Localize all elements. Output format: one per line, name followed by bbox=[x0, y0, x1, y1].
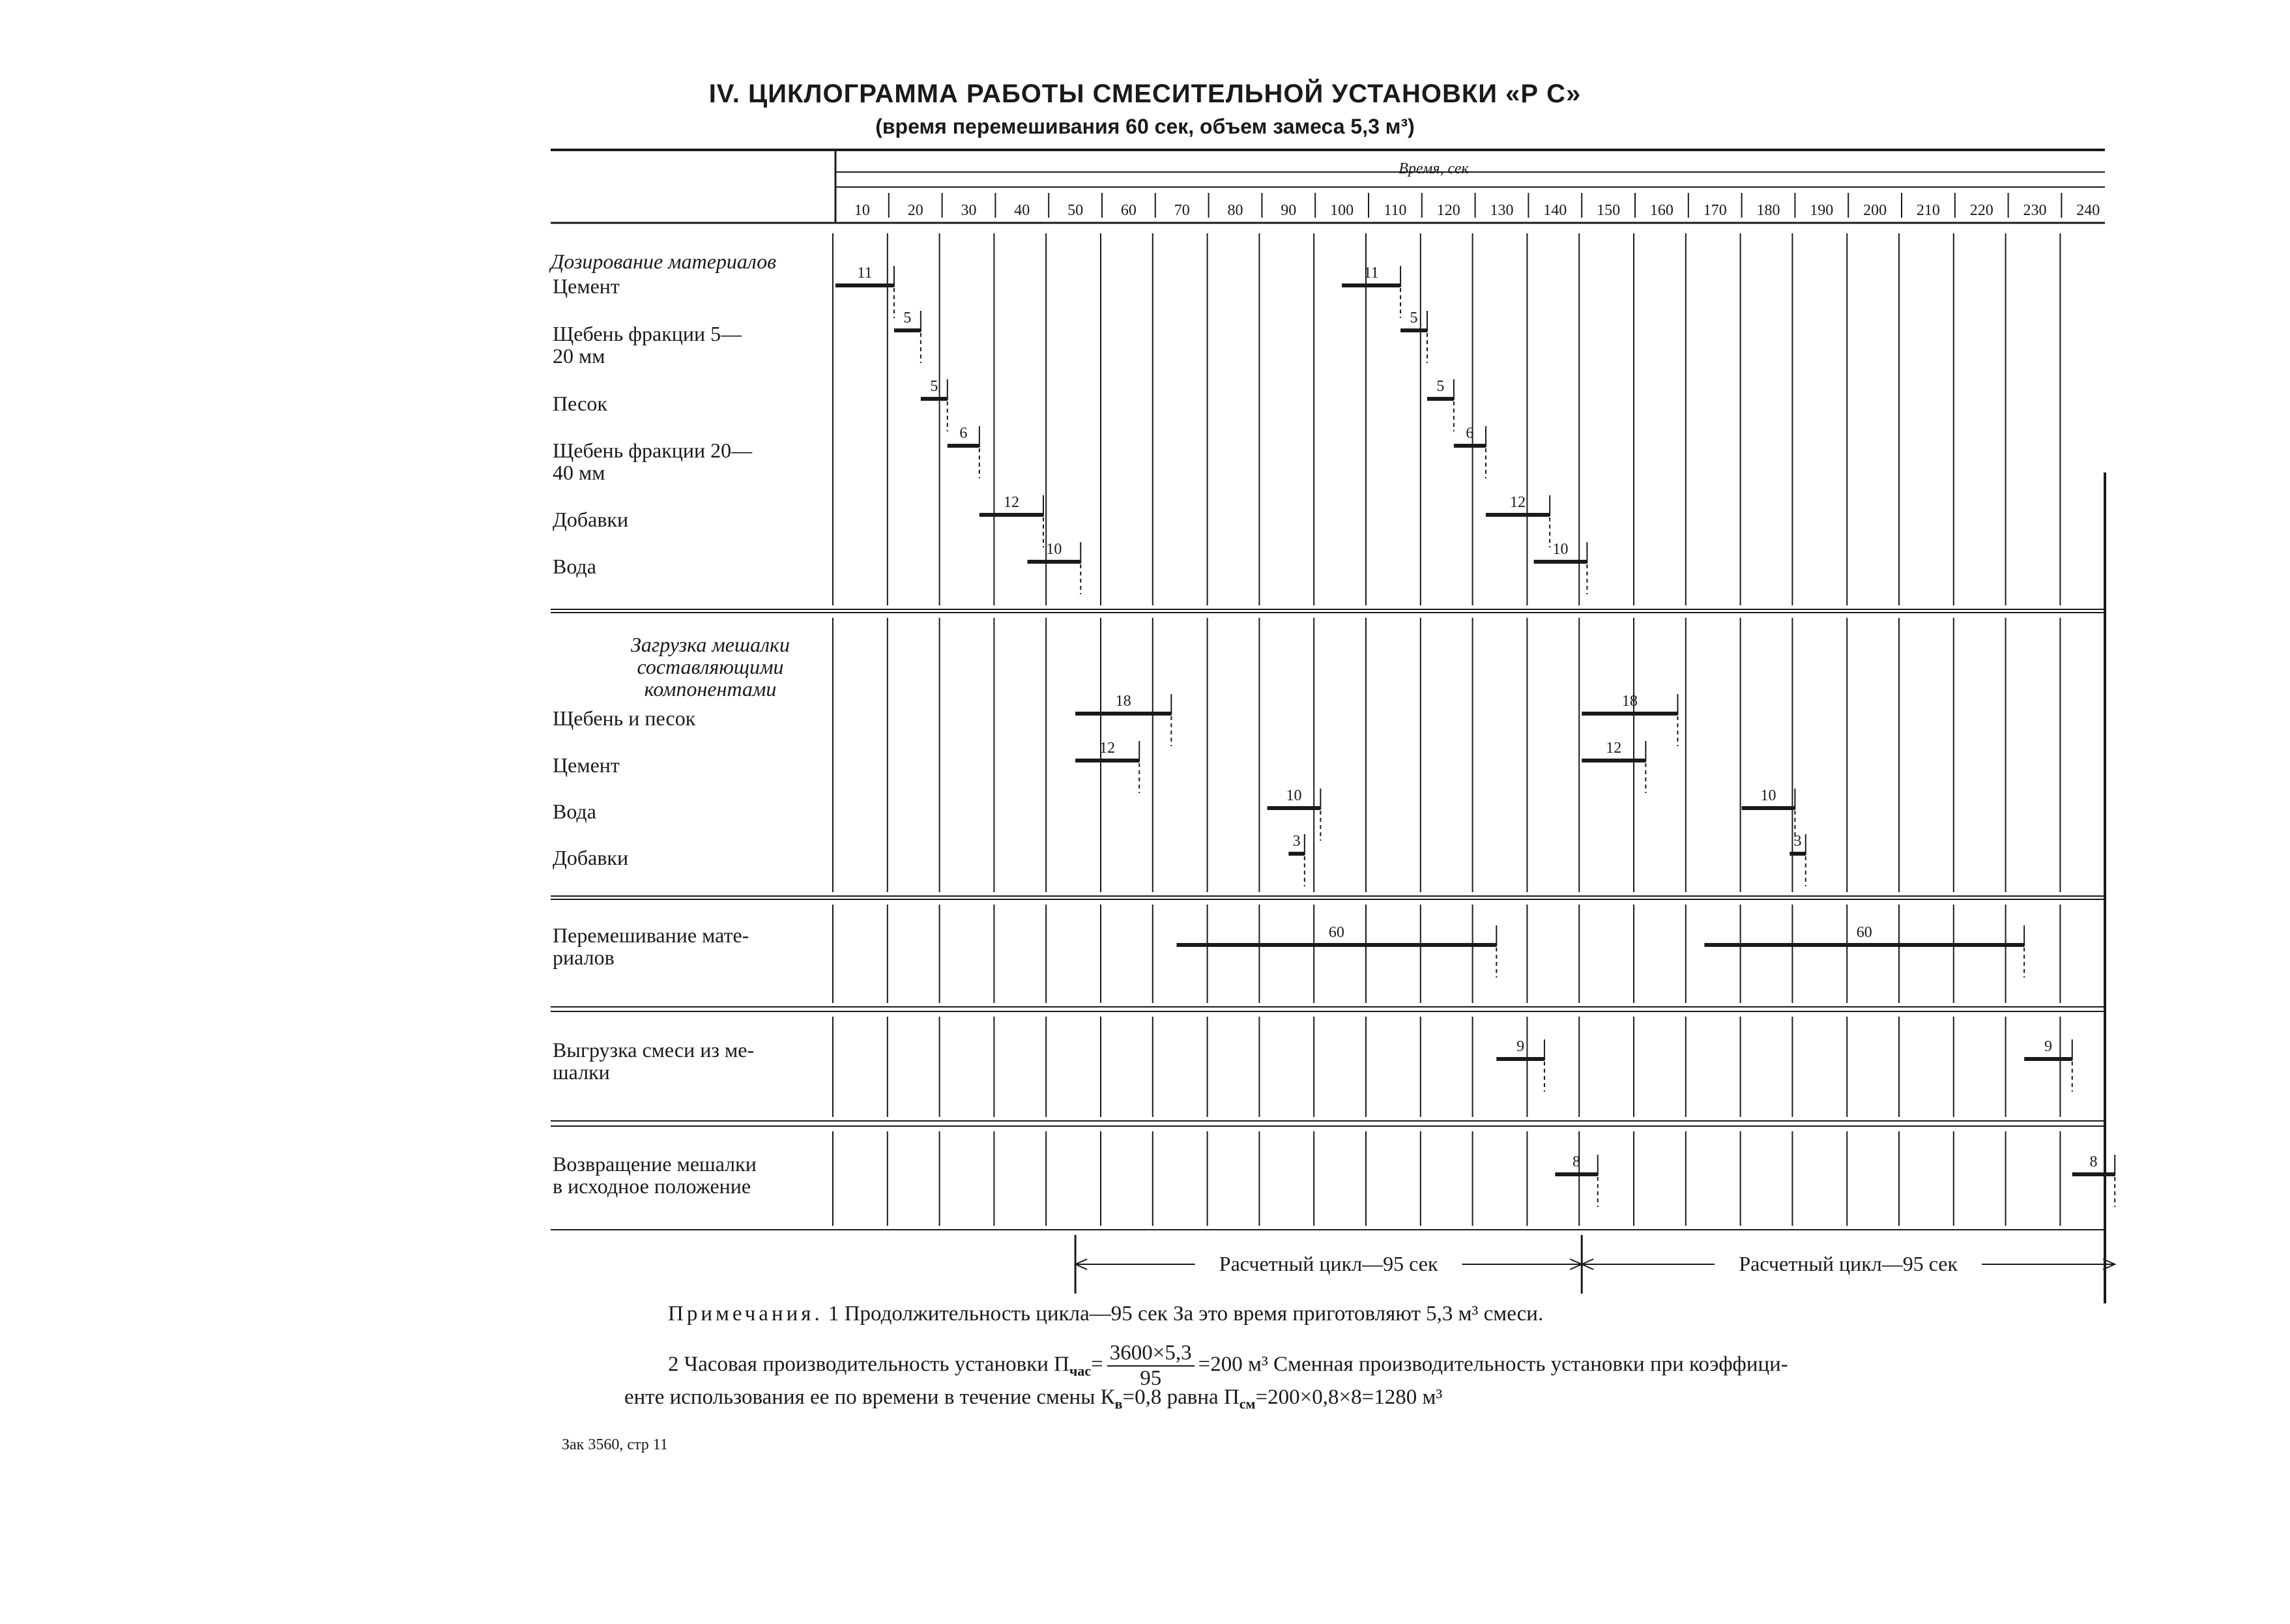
bar-duration-label: 3 bbox=[1793, 833, 1801, 850]
bar-duration-label: 5 bbox=[903, 310, 911, 326]
row-label: Добавки bbox=[553, 508, 628, 531]
bar-duration-label: 18 bbox=[1116, 693, 1131, 710]
note-2-subscript: час bbox=[1069, 1363, 1092, 1380]
row-label: Цемент bbox=[553, 753, 620, 777]
row-label: Щебень фракции 5— bbox=[553, 322, 742, 345]
cycle-label-bg bbox=[1195, 1250, 1462, 1276]
time-tick-label: 90 bbox=[1281, 202, 1296, 219]
time-tick-label: 60 bbox=[1121, 202, 1137, 219]
bar-duration-label: 18 bbox=[1622, 693, 1638, 710]
group-heading: составляющими bbox=[637, 655, 784, 678]
bar-duration-label: 6 bbox=[1466, 425, 1473, 442]
row-label: Перемешивание мате- bbox=[553, 923, 749, 947]
time-axis-title: Время, сек bbox=[1399, 160, 1469, 177]
time-tick-label: 220 bbox=[1970, 202, 1993, 219]
row-label: Вода bbox=[553, 800, 596, 823]
bar-duration-label: 8 bbox=[1573, 1153, 1580, 1170]
time-tick-label: 10 bbox=[854, 202, 870, 219]
bar-duration-label: 8 bbox=[2089, 1153, 2097, 1170]
row-label: шалки bbox=[553, 1060, 610, 1084]
bar-duration-label: 12 bbox=[1004, 494, 1019, 511]
bar-duration-label: 9 bbox=[1516, 1038, 1524, 1055]
cycle-label-bg bbox=[1715, 1250, 1982, 1276]
note-2-text-b: =200 м³ Сменная производительность устан… bbox=[1198, 1352, 1788, 1376]
bar-duration-label: 11 bbox=[857, 265, 872, 282]
row-label: Выгрузка смеси из ме- bbox=[553, 1038, 754, 1062]
group-heading: Дозирование материалов bbox=[549, 250, 776, 273]
note-3-text-a: енте использования ее по времени в течен… bbox=[624, 1385, 1115, 1409]
bar-duration-label: 5 bbox=[1410, 310, 1418, 326]
row-label: Щебень и песок bbox=[553, 706, 696, 730]
cycle-arrow-head-right bbox=[2102, 1258, 2117, 1270]
cycle-label: Расчетный цикл—95 сек bbox=[1739, 1252, 1958, 1275]
bar-duration-label: 6 bbox=[959, 425, 967, 442]
row-label: в исходное положение bbox=[553, 1174, 751, 1198]
time-tick-label: 190 bbox=[1810, 202, 1833, 219]
note-2: 2 Часовая производительность установки П… bbox=[668, 1341, 1788, 1391]
time-tick-label: 100 bbox=[1330, 202, 1354, 219]
bar-duration-label: 10 bbox=[1046, 541, 1062, 558]
time-tick-label: 80 bbox=[1228, 202, 1243, 219]
bar-duration-label: 10 bbox=[1286, 787, 1301, 804]
page-title: IV. ЦИКЛОГРАММА РАБОТЫ СМЕСИТЕЛЬНОЙ УСТА… bbox=[708, 80, 1582, 108]
time-tick-label: 210 bbox=[1917, 202, 1940, 219]
note-3: енте использования ее по времени в течен… bbox=[624, 1385, 1442, 1413]
time-tick-label: 30 bbox=[961, 202, 977, 219]
time-tick-label: 170 bbox=[1703, 202, 1727, 219]
bar-duration-label: 5 bbox=[1436, 378, 1444, 395]
note-2-equals: = bbox=[1091, 1352, 1103, 1376]
row-label: Возвращение мешалки bbox=[553, 1152, 757, 1176]
cycle-label: Расчетный цикл—95 сек bbox=[1219, 1252, 1438, 1275]
time-tick-label: 130 bbox=[1490, 202, 1514, 219]
bar-duration-label: 60 bbox=[1857, 924, 1872, 941]
bar-duration-label: 11 bbox=[1364, 265, 1379, 282]
time-tick-label: 110 bbox=[1384, 202, 1406, 219]
time-tick-label: 150 bbox=[1597, 202, 1620, 219]
row-label: Песок bbox=[553, 392, 607, 415]
time-tick-label: 120 bbox=[1437, 202, 1460, 219]
bar-duration-label: 9 bbox=[2044, 1038, 2052, 1055]
group-heading: компонентами bbox=[645, 677, 777, 701]
note-2-text-a: 2 Часовая производительность установки П bbox=[668, 1352, 1069, 1376]
note-3-text-b: =0,8 равна П bbox=[1122, 1385, 1239, 1409]
bar-duration-label: 12 bbox=[1099, 740, 1115, 757]
note-3-subscript-1: в bbox=[1114, 1395, 1123, 1412]
page-subtitle: (время перемешивания 60 сек, объем замес… bbox=[875, 115, 1415, 138]
time-tick-label: 70 bbox=[1174, 202, 1190, 219]
time-tick-label: 160 bbox=[1650, 202, 1674, 219]
row-label: Добавки bbox=[553, 846, 628, 869]
note-3-text-c: =200×0,8×8=1280 м³ bbox=[1255, 1385, 1443, 1409]
bar-duration-label: 3 bbox=[1293, 833, 1301, 850]
time-tick-label: 50 bbox=[1067, 202, 1083, 219]
note-1: Примечания. 1 Продолжительность цикла—95… bbox=[668, 1302, 1543, 1326]
row-label: Цемент bbox=[553, 274, 620, 298]
row-label: 40 мм bbox=[553, 461, 605, 484]
time-tick-label: 40 bbox=[1014, 202, 1030, 219]
bar-duration-label: 10 bbox=[1552, 541, 1568, 558]
row-label: 20 мм bbox=[553, 344, 605, 368]
bar-duration-label: 10 bbox=[1761, 787, 1776, 804]
note-2-fraction: 3600×5,3 95 bbox=[1107, 1341, 1195, 1391]
fraction-numerator: 3600×5,3 bbox=[1107, 1341, 1195, 1367]
note-1-text: 1 Продолжительность цикла—95 сек За это … bbox=[822, 1302, 1544, 1326]
group-heading: Загрузка мешалки bbox=[631, 633, 790, 656]
bar-duration-label: 5 bbox=[930, 378, 938, 395]
bar-duration-label: 12 bbox=[1606, 740, 1621, 757]
row-label: Щебень фракции 20— bbox=[553, 439, 753, 462]
row-label: Вода bbox=[553, 555, 596, 578]
note-3-subscript-2: см bbox=[1239, 1395, 1256, 1412]
time-tick-label: 20 bbox=[908, 202, 923, 219]
order-reference: Зак 3560, стр 11 bbox=[562, 1436, 668, 1453]
bar-duration-label: 60 bbox=[1329, 924, 1344, 941]
notes-heading: Примечания. bbox=[668, 1302, 823, 1326]
bar-duration-label: 12 bbox=[1510, 494, 1526, 511]
time-tick-label: 140 bbox=[1543, 202, 1567, 219]
time-tick-label: 240 bbox=[2076, 202, 2100, 219]
time-tick-label: 230 bbox=[2023, 202, 2047, 219]
time-tick-label: 200 bbox=[1863, 202, 1887, 219]
time-tick-label: 180 bbox=[1757, 202, 1780, 219]
fraction-denominator: 95 bbox=[1140, 1367, 1162, 1390]
row-label: риалов bbox=[553, 946, 615, 969]
